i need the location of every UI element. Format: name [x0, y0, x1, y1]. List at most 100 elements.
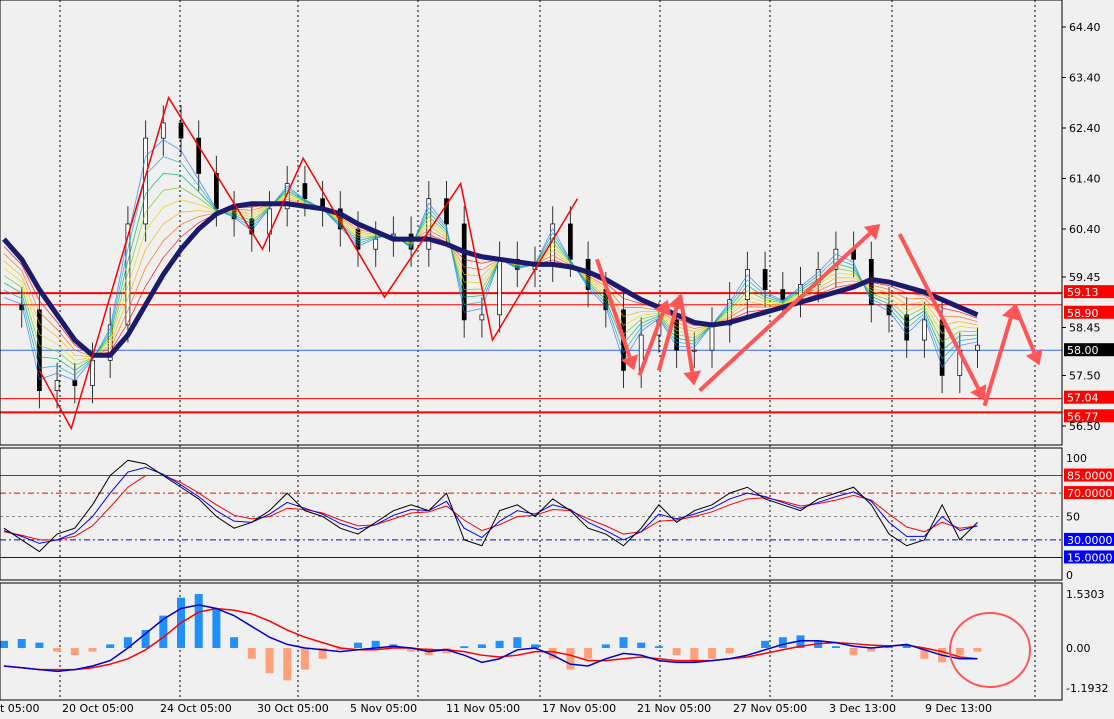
- macd-histogram-bar: [690, 648, 699, 663]
- stoch-signal-line: [3, 466, 978, 544]
- macd-histogram-bar: [513, 637, 522, 648]
- candle-body: [568, 223, 573, 260]
- candle-body: [178, 122, 184, 139]
- macd-tick-label: 1.5303: [1066, 588, 1105, 601]
- trend-arrow: [897, 233, 981, 390]
- macd-histogram-bar: [601, 644, 610, 648]
- macd-histogram-bar: [796, 635, 805, 648]
- macd-histogram-bar: [300, 648, 309, 670]
- candle-body: [780, 289, 786, 301]
- trend-arrow: [982, 317, 1013, 407]
- macd-histogram-bar: [761, 640, 770, 648]
- macd-histogram-bar: [17, 639, 26, 648]
- macd-histogram-bar: [159, 615, 168, 648]
- stoch-slow-line: [3, 475, 978, 541]
- macd-pane: [0, 594, 982, 681]
- x-tick-label: 27 Nov 05:00: [733, 702, 807, 715]
- stoch-label-bg: [1064, 486, 1114, 500]
- ribbon-ma-line: [3, 198, 978, 357]
- highlight-circle: [949, 612, 1031, 688]
- price-label-bg: [1064, 409, 1114, 423]
- stoch-level-label: 30.0000: [1067, 534, 1113, 547]
- macd-histogram-bar: [371, 640, 380, 648]
- macd-histogram-bar: [460, 646, 469, 648]
- macd-histogram-bar: [831, 646, 840, 648]
- price-pane: [0, 95, 1062, 431]
- macd-histogram-bar: [495, 640, 504, 648]
- trend-arrow: [637, 312, 665, 377]
- price-level-label: 56.77: [1067, 410, 1099, 423]
- macd-histogram-bar: [619, 637, 628, 648]
- arrow-head: [863, 223, 881, 241]
- candle-body: [691, 349, 697, 352]
- candle-body: [107, 324, 113, 361]
- macd-histogram-bar: [141, 630, 150, 648]
- macd-histogram-bar: [336, 648, 345, 650]
- ribbon-ma-line: [3, 173, 978, 371]
- x-tick-label: 24 Oct 05:00: [160, 702, 232, 715]
- macd-histogram-bar: [885, 646, 893, 648]
- stoch-level-label: 85.0000: [1067, 470, 1113, 483]
- macd-histogram-bar: [902, 644, 911, 648]
- macd-histogram-bar: [778, 637, 787, 648]
- y-tick-label: 61.40: [1069, 173, 1101, 186]
- price-label-bg: [1064, 305, 1114, 319]
- candle-body: [709, 324, 715, 351]
- arrow-head: [1025, 348, 1043, 366]
- x-tick-label: 20 Oct 05:00: [62, 702, 134, 715]
- candle-body: [922, 319, 927, 341]
- candle-body: [214, 173, 219, 210]
- candle-body: [479, 314, 485, 321]
- arrow-head: [683, 370, 702, 386]
- candle-body: [302, 183, 308, 200]
- macd-histogram-bar: [566, 648, 575, 670]
- candle-body: [72, 380, 78, 386]
- ribbon-ma-line: [3, 156, 978, 376]
- candle-body: [461, 223, 467, 321]
- x-tick-label: 30 Oct 05:00: [257, 702, 329, 715]
- pane-frame: [0, 0, 1063, 446]
- y-tick-label: 56.50: [1069, 420, 1101, 433]
- candle-body: [90, 359, 95, 386]
- stoch-level-label: 15.0000: [1067, 551, 1113, 564]
- candle-body: [196, 137, 202, 174]
- candle-body: [54, 380, 60, 391]
- macd-histogram-bar: [265, 648, 274, 674]
- macd-histogram-bar: [477, 644, 486, 648]
- price-level-label: 59.13: [1067, 286, 1099, 299]
- macd-histogram-bar: [637, 642, 646, 648]
- macd-line: [3, 604, 978, 673]
- macd-histogram-bar: [407, 648, 416, 652]
- ribbon-ma-line: [3, 139, 978, 381]
- macd-histogram-bar: [867, 648, 876, 652]
- macd-signal-line: [3, 607, 978, 671]
- macd-histogram-bar: [230, 637, 239, 648]
- macd-histogram-bar: [123, 637, 132, 648]
- macd-histogram-bar: [354, 642, 362, 648]
- macd-histogram-bar: [654, 646, 663, 648]
- ribbon-ma-line: [3, 201, 978, 357]
- macd-histogram-bar: [53, 648, 62, 652]
- candle-body: [444, 198, 449, 225]
- macd-histogram-bar: [212, 608, 221, 648]
- x-tick-label: 21 Nov 05:00: [637, 702, 711, 715]
- trend-arrow: [656, 307, 679, 371]
- y-tick-label: 63.40: [1069, 72, 1101, 85]
- zigzag-line: [38, 95, 579, 431]
- macd-tick-label: -1.1932: [1066, 682, 1108, 695]
- macd-histogram-bar: [247, 648, 256, 659]
- macd-histogram-bar: [584, 648, 593, 659]
- trend-arrow: [698, 231, 872, 393]
- candle-body: [762, 269, 768, 290]
- candle-body: [975, 344, 980, 351]
- y-tick-label: 64.40: [1069, 21, 1101, 34]
- stoch-tick-label: 100: [1066, 452, 1087, 465]
- y-tick-label: 62.40: [1069, 122, 1101, 135]
- arrow-head: [970, 384, 987, 401]
- y-tick-label: 57.50: [1069, 369, 1101, 382]
- macd-histogram-bar: [0, 640, 8, 648]
- stoch-level-label: 70.0000: [1067, 487, 1113, 500]
- macd-histogram-bar: [442, 648, 451, 654]
- stoch-tick-label: 0: [1066, 569, 1073, 582]
